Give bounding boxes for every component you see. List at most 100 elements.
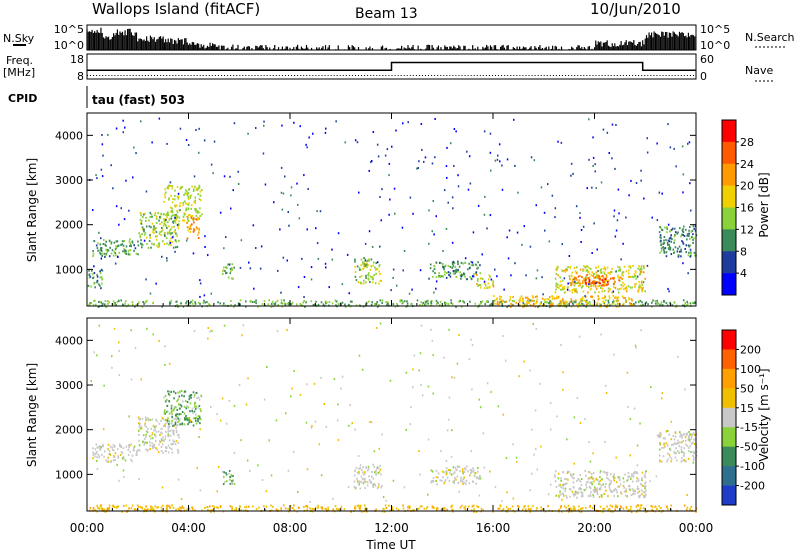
time-tick-label: 16:00 xyxy=(476,521,511,535)
power-cell xyxy=(586,274,588,276)
velocity-cell xyxy=(354,428,356,431)
power-cell xyxy=(568,255,571,257)
velocity-cell xyxy=(558,484,560,487)
velocity-cell xyxy=(144,442,146,445)
nave-dot xyxy=(495,75,496,76)
velocity-cell xyxy=(688,434,690,437)
velocity-cell xyxy=(587,480,589,483)
power-cell xyxy=(193,188,195,191)
velocity-cell xyxy=(248,505,250,508)
nave-dot xyxy=(260,75,262,76)
power-cell xyxy=(617,188,620,191)
power-cell xyxy=(625,288,628,290)
power-cell xyxy=(610,271,613,274)
power-cell xyxy=(666,242,669,244)
velocity-cell xyxy=(608,486,611,489)
power-cell xyxy=(684,304,686,307)
power-cell xyxy=(592,274,594,277)
power-cell xyxy=(364,258,367,261)
velocity-cell xyxy=(147,427,149,430)
velocity-cell xyxy=(198,398,201,401)
power-cell xyxy=(316,210,318,213)
power-cell xyxy=(550,301,553,304)
velocity-cell xyxy=(166,506,168,509)
power-cell xyxy=(490,278,493,281)
velocity-cell xyxy=(356,477,358,480)
velocity-cell xyxy=(444,507,446,510)
power-cell xyxy=(674,227,676,230)
power-cell xyxy=(101,143,104,146)
power-cell xyxy=(177,197,180,200)
power-cell xyxy=(611,291,613,294)
power-cell xyxy=(615,124,617,126)
power-cell xyxy=(123,248,125,251)
velocity-cell xyxy=(167,430,170,433)
power-cell xyxy=(187,220,190,222)
power-cell xyxy=(150,246,152,249)
velocity-cell xyxy=(156,448,158,451)
velocity-cell xyxy=(179,404,182,406)
power-cell xyxy=(534,296,537,298)
velocity-cell xyxy=(681,436,683,439)
power-cell xyxy=(167,221,169,224)
power-cell xyxy=(464,275,466,278)
velocity-cell xyxy=(613,477,615,480)
power-cell xyxy=(450,142,452,145)
velocity-cell xyxy=(628,485,630,487)
power-cell xyxy=(129,245,131,247)
velocity-cell xyxy=(361,368,364,371)
power-cell xyxy=(112,300,115,303)
nave-dot xyxy=(501,75,503,76)
nave-dot xyxy=(254,75,256,76)
power-cell xyxy=(551,295,553,298)
power-cell xyxy=(412,212,414,215)
power-cell xyxy=(622,271,625,274)
power-cell xyxy=(539,302,541,305)
velocity-cell xyxy=(480,507,483,510)
power-cell xyxy=(201,189,203,192)
power-cell xyxy=(367,277,370,280)
power-cell xyxy=(125,245,128,248)
power-cell xyxy=(299,125,301,128)
nave-dot xyxy=(175,75,177,76)
velocity-cell xyxy=(192,424,195,427)
power-cell xyxy=(187,144,190,146)
velocity-cell xyxy=(167,390,169,393)
velocity-cell xyxy=(169,430,171,432)
power-cell xyxy=(571,291,574,294)
power-cell xyxy=(656,219,659,222)
velocity-cell xyxy=(245,403,248,406)
velocity-cell xyxy=(499,505,502,508)
power-cell xyxy=(166,142,168,145)
velocity-cell xyxy=(367,468,370,471)
velocity-cell xyxy=(636,504,639,507)
power-cell xyxy=(579,282,581,285)
power-cell xyxy=(600,272,603,274)
velocity-cell xyxy=(310,426,313,429)
power-cell xyxy=(186,226,189,229)
power-cell xyxy=(424,156,427,159)
power-cell xyxy=(673,241,675,244)
velocity-cell xyxy=(515,456,518,459)
velocity-cell xyxy=(441,479,443,482)
power-cell xyxy=(394,212,396,215)
power-cell xyxy=(189,231,191,233)
velocity-cell xyxy=(599,505,602,508)
nave-dot xyxy=(211,75,213,76)
velocity-cell xyxy=(276,330,279,333)
power-cell xyxy=(189,227,191,230)
velocity-cell xyxy=(625,507,628,510)
power-cell xyxy=(667,243,669,246)
power-cell xyxy=(364,264,367,267)
power-cell xyxy=(306,228,308,231)
power-cell xyxy=(105,305,107,308)
power-cell xyxy=(427,299,429,302)
power-cell xyxy=(601,279,604,282)
velocity-cell xyxy=(427,385,430,388)
power-cell xyxy=(160,212,162,215)
power-cell xyxy=(658,231,661,234)
velocity-cell xyxy=(173,397,175,400)
velocity-cell xyxy=(560,505,562,507)
power-cell xyxy=(483,213,486,216)
velocity-cell xyxy=(183,423,186,426)
